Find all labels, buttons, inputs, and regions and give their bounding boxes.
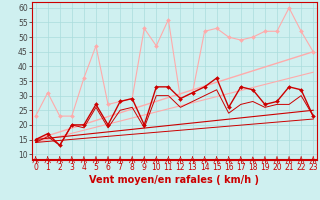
X-axis label: Vent moyen/en rafales ( km/h ): Vent moyen/en rafales ( km/h ) xyxy=(89,175,260,185)
